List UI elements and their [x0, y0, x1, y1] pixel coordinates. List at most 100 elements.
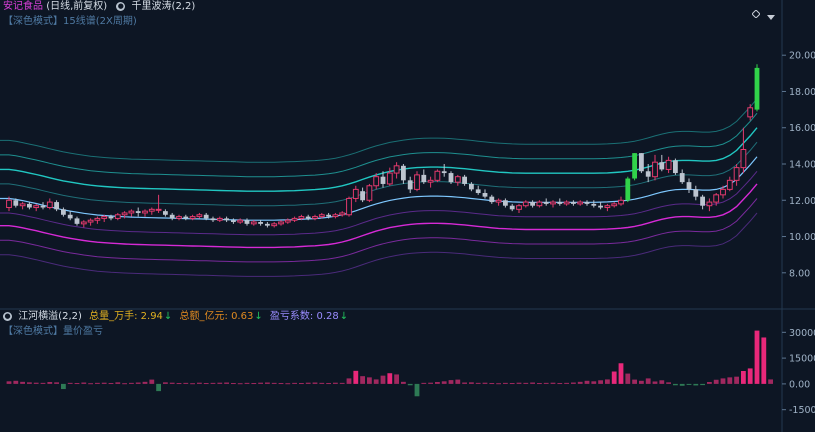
- candle-body: [598, 205, 603, 208]
- candle-body: [659, 162, 665, 170]
- candle-body: [40, 205, 46, 208]
- pl-label: 盈亏系数:: [269, 311, 314, 322]
- volume-bar: [754, 330, 760, 384]
- candle-body: [183, 216, 189, 219]
- volume-bar: [686, 383, 692, 385]
- volume-bar: [761, 337, 767, 384]
- candle-body: [54, 202, 59, 210]
- volume-bar: [47, 382, 53, 384]
- candle-body: [713, 194, 720, 203]
- candle-body: [414, 174, 420, 190]
- volume-bar: [679, 383, 685, 386]
- candle-body: [224, 218, 229, 221]
- volume-bar: [550, 382, 556, 384]
- candle-body: [87, 219, 94, 223]
- candle-body: [169, 214, 175, 219]
- price-tick-label: 8.00: [789, 268, 810, 279]
- volume-bar: [237, 383, 243, 385]
- volume-tick-label: 0.00: [789, 379, 810, 390]
- candle-body: [536, 201, 543, 207]
- volume-bar: [305, 382, 311, 384]
- candle-body: [237, 219, 244, 223]
- sub-mode-line: 【深色模式】量价盈亏: [3, 326, 103, 337]
- volume-value: 2.94: [140, 311, 163, 322]
- candle-body: [346, 197, 352, 216]
- volume-bar: [292, 382, 297, 384]
- volume-bar: [95, 382, 100, 384]
- volume-bar: [475, 382, 481, 384]
- candle-body: [441, 171, 447, 174]
- volume-bar: [605, 379, 610, 384]
- candle-body: [380, 176, 386, 184]
- collapse-icon[interactable]: [767, 5, 775, 20]
- volume-bar: [496, 383, 501, 385]
- volume-bar: [278, 383, 284, 385]
- volume-bar: [543, 382, 549, 384]
- volume-bar: [441, 381, 447, 384]
- volume-bar: [217, 382, 223, 384]
- volume-bar: [414, 383, 420, 397]
- candle-body: [611, 203, 618, 207]
- candle-body: [462, 176, 467, 184]
- volume-bar: [489, 383, 495, 385]
- volume-bar: [271, 382, 277, 384]
- volume-bar: [537, 383, 542, 385]
- volume-bar: [40, 382, 46, 384]
- period-adjust-label[interactable]: (日线,前复权): [46, 1, 108, 12]
- sub-indicator-name[interactable]: 江河横溢(2,2): [18, 311, 82, 322]
- volume-bar: [142, 381, 148, 384]
- volume-bar: [122, 383, 127, 385]
- candle-body: [284, 219, 291, 223]
- candle-body: [543, 202, 549, 204]
- candle-body: [27, 203, 32, 208]
- indicator-name[interactable]: 千里波涛(2,2): [131, 1, 196, 12]
- dot-icon[interactable]: ●: [116, 1, 126, 11]
- candle-body: [61, 209, 66, 215]
- volume-bar: [312, 382, 318, 384]
- candle-body: [700, 196, 705, 206]
- candle-body: [196, 214, 203, 218]
- candle-body: [298, 216, 305, 219]
- candle-body: [332, 214, 339, 218]
- candle-body: [740, 148, 747, 169]
- candle-body: [577, 201, 584, 205]
- candle-body: [352, 188, 359, 199]
- volume-bar: [639, 380, 644, 384]
- candle-body: [645, 171, 651, 177]
- volume-bar: [353, 370, 359, 384]
- candle-body: [176, 216, 182, 219]
- candle-body: [108, 216, 114, 219]
- candle-body: [210, 218, 216, 221]
- down-arrow-icon: ↓: [163, 311, 173, 322]
- volume-bar: [584, 380, 590, 384]
- volume-bar: [666, 382, 671, 384]
- volume-bar: [693, 383, 699, 386]
- volume-bar: [197, 382, 202, 384]
- volume-bar: [598, 380, 603, 384]
- candle-body: [469, 183, 474, 190]
- volume-bar: [625, 373, 631, 384]
- candle-body: [121, 212, 128, 216]
- candle-body: [632, 153, 637, 179]
- candle-body: [407, 180, 413, 190]
- volume-bar: [700, 383, 705, 386]
- volume-bar: [108, 383, 114, 385]
- dot-icon[interactable]: ●: [3, 311, 12, 321]
- volume-bar: [571, 382, 576, 384]
- candlestick-chart[interactable]: 20.00 18.00 16.00 14.00 12.00 10.00 8.00: [0, 51, 815, 280]
- volume-bar: [659, 380, 665, 384]
- candle-body: [509, 205, 515, 210]
- volume-bar: [421, 382, 427, 384]
- volume-bar: [523, 382, 529, 384]
- candle-body: [74, 218, 80, 224]
- volume-bar: [673, 383, 678, 386]
- candle-body: [427, 179, 434, 183]
- stock-name[interactable]: 安记食品: [3, 1, 43, 12]
- candle-body: [203, 214, 209, 219]
- volume-bar: [251, 383, 257, 385]
- candle-body: [563, 201, 570, 205]
- volume-bar: [115, 382, 121, 384]
- sub-header: ● 江河横溢(2,2) 总量_万手: 2.94↓ 总额_亿元: 0.63↓ 盈亏…: [3, 311, 348, 323]
